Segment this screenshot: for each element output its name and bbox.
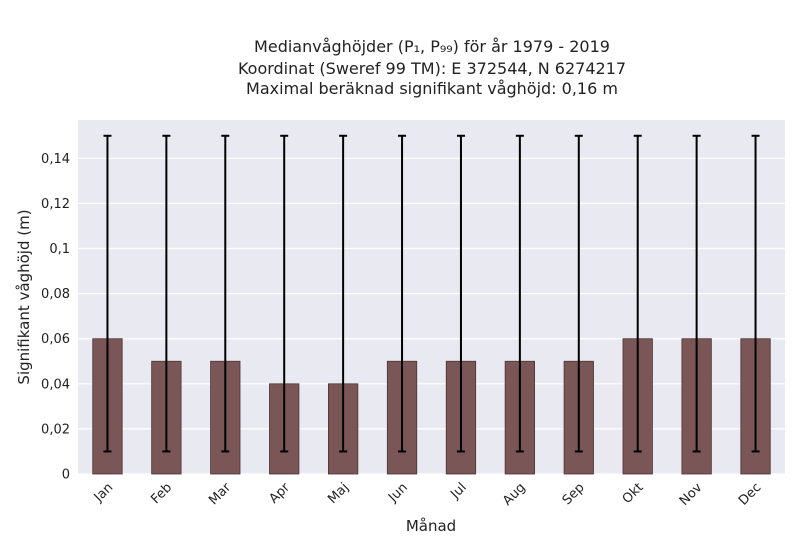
y-tick-label: 0 (62, 468, 70, 483)
x-tick-label: Jul (447, 480, 469, 502)
x-tick-label: Nov (677, 480, 706, 509)
title-line-2: Koordinat (Sweref 99 TM): E 372544, N 62… (238, 59, 626, 78)
y-axis-label: Signifikant våghöjd (m) (15, 209, 33, 384)
y-tick-label: 0,02 (41, 422, 70, 437)
x-axis-ticks: Jan Feb Mar Apr Maj Jun Jul Aug Sep Okt Nov Dec (91, 480, 765, 509)
title-line-1: Medianvåghöjder (P₁, P₉₉) för år 1979 - … (254, 37, 610, 56)
y-tick-label: 0,12 (41, 197, 70, 212)
x-tick-label: Dec (736, 480, 764, 508)
x-axis-label: Månad (406, 517, 456, 535)
y-tick-label: 0,08 (41, 287, 70, 302)
x-tick-label: Jun (385, 480, 411, 506)
x-tick-label: Maj (325, 480, 352, 507)
chart-title: Medianvåghöjder (P₁, P₉₉) för år 1979 - … (238, 37, 626, 98)
x-tick-label: Aug (500, 480, 529, 509)
error-bars (103, 134, 760, 453)
x-tick-label: Jan (91, 480, 116, 505)
title-line-3: Maximal beräknad signifikant våghöjd: 0,… (246, 79, 618, 98)
y-tick-label: 0,14 (41, 152, 70, 167)
y-tick-label: 0,1 (49, 242, 70, 257)
x-tick-label: Okt (620, 480, 647, 507)
plot-area (78, 120, 785, 474)
x-tick-label: Mar (206, 480, 234, 508)
grid-lines (78, 157, 785, 475)
x-tick-label: Apr (267, 480, 294, 507)
y-axis-ticks: 0 0,02 0,04 0,06 0,08 0,1 0,12 0,14 (41, 152, 70, 483)
x-tick-label: Sep (560, 480, 588, 508)
y-tick-label: 0,06 (41, 332, 70, 347)
y-tick-label: 0,04 (41, 377, 70, 392)
x-tick-label: Feb (148, 480, 175, 507)
